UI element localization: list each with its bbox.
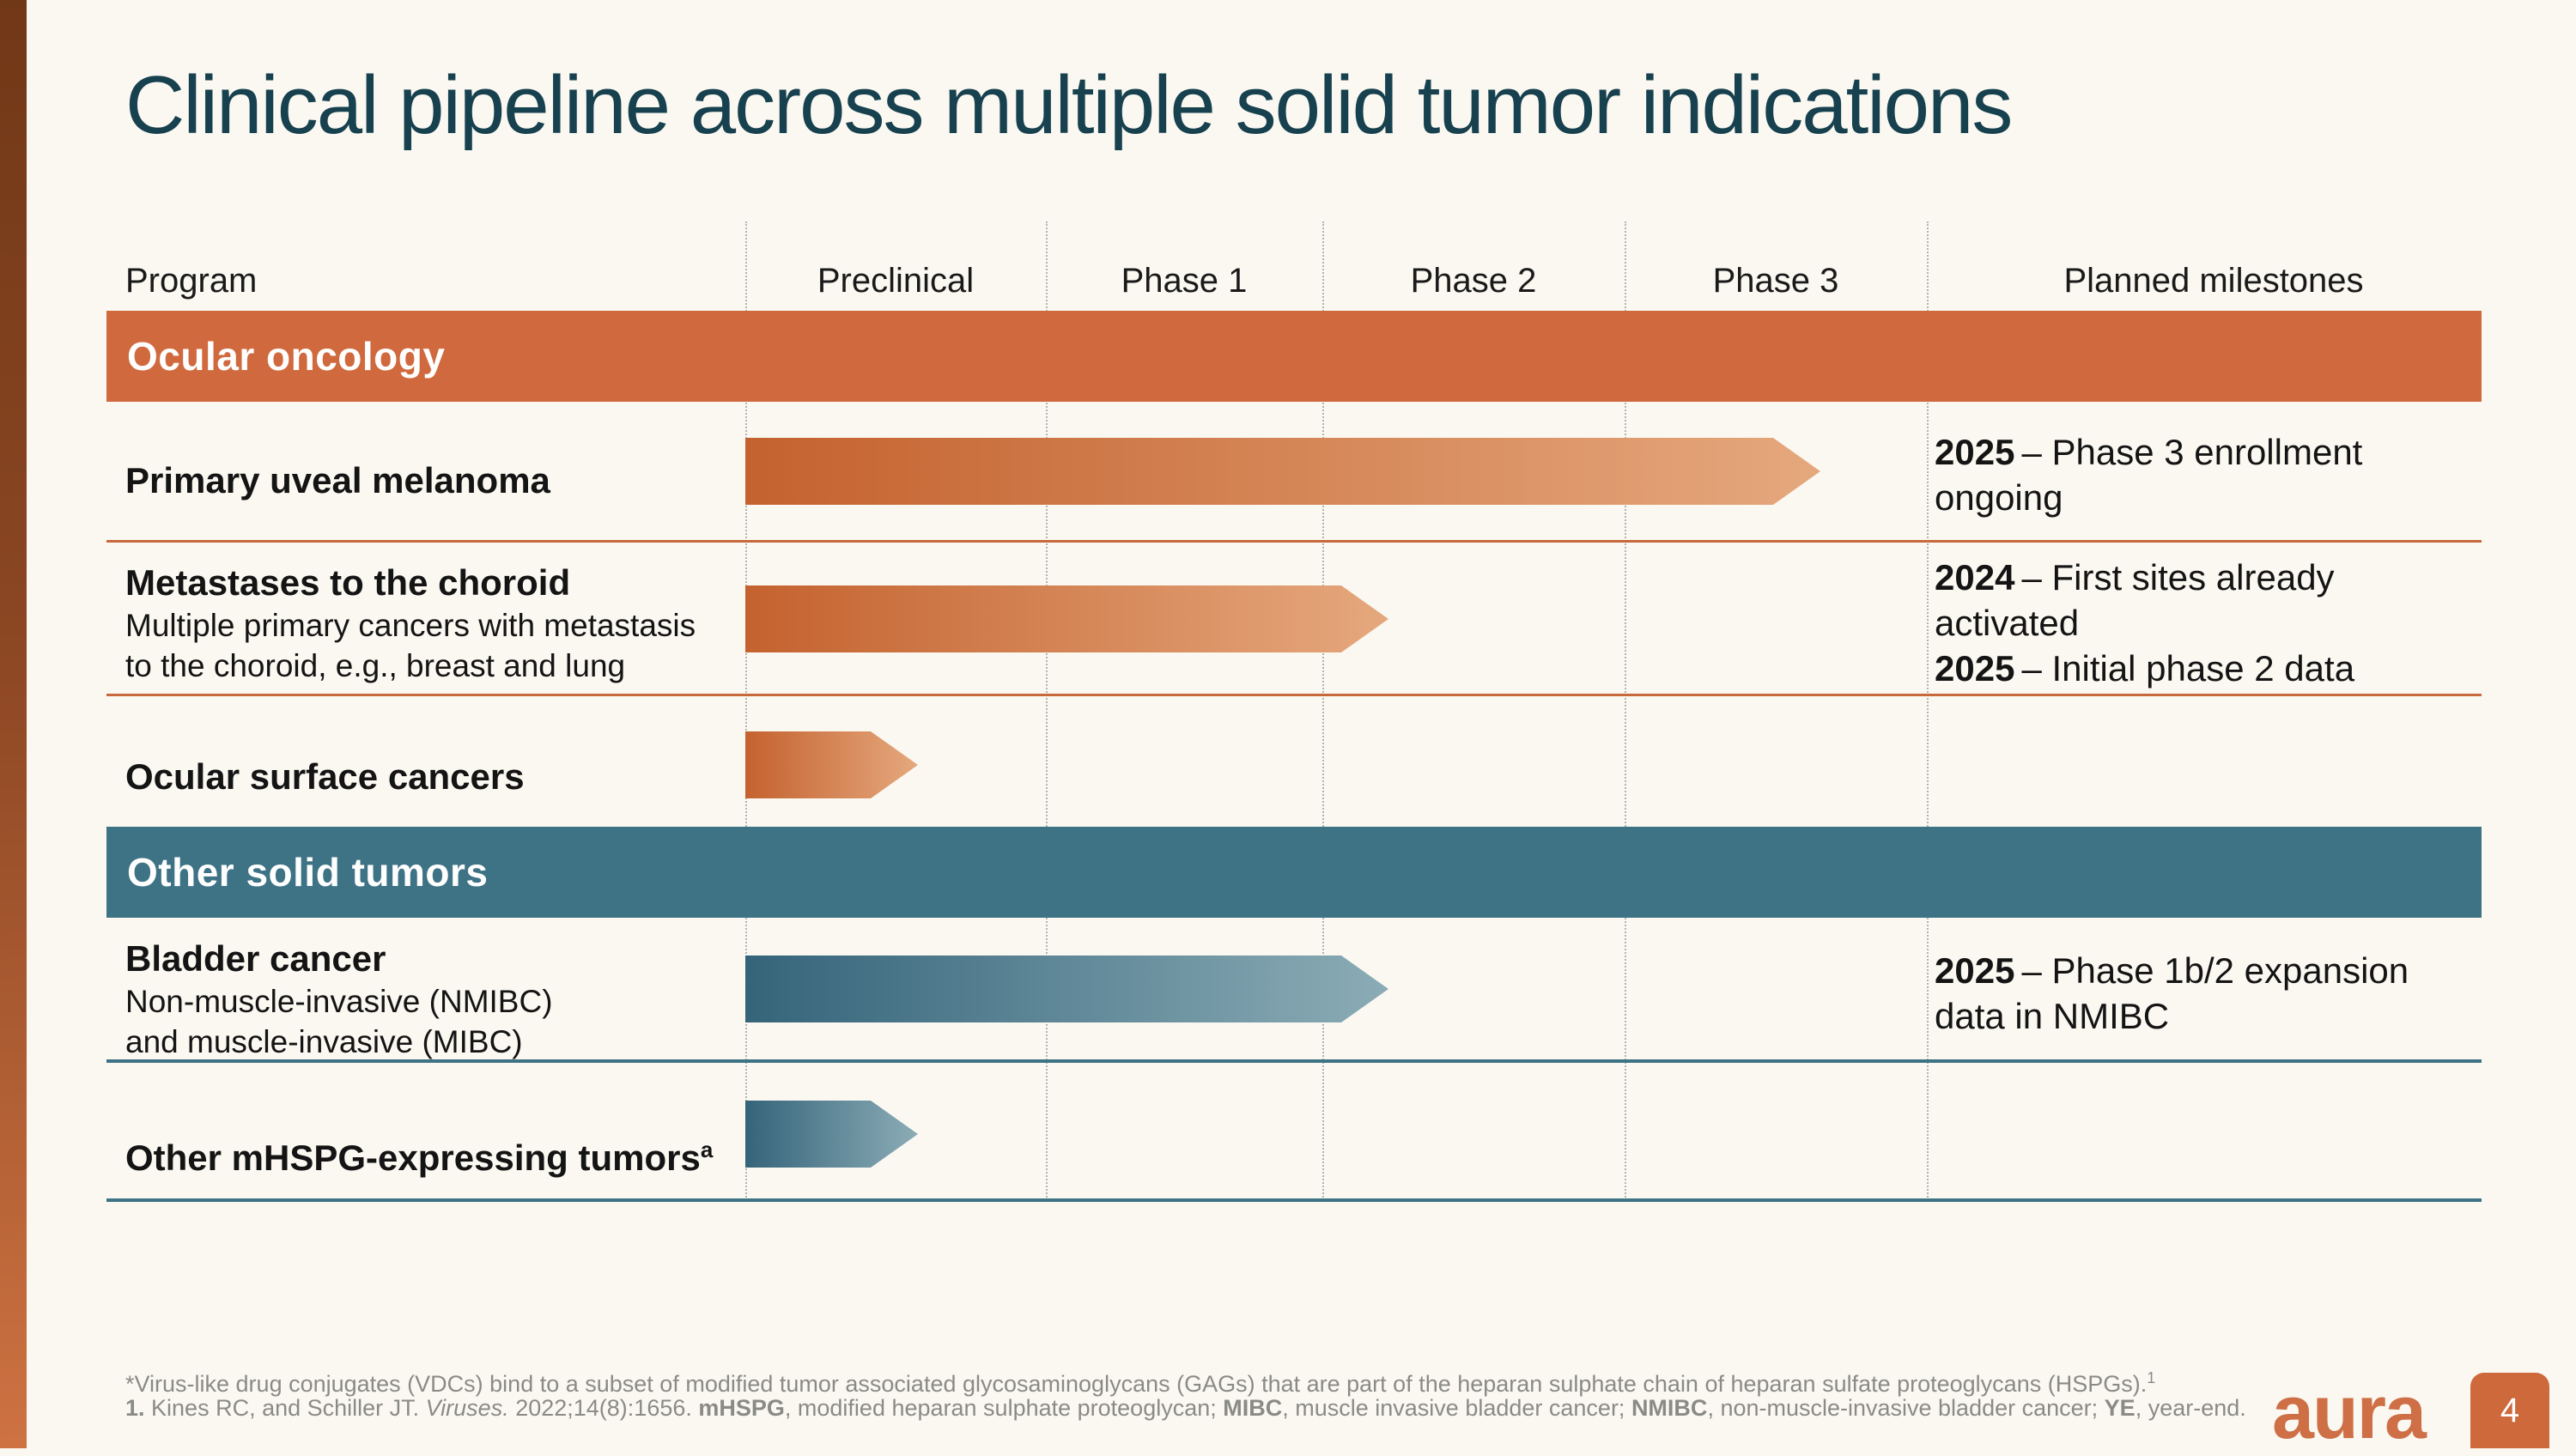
milestone-year: 2025	[1935, 950, 2015, 991]
column-header-planned-milestones: Planned milestones	[2063, 262, 2364, 300]
footnote-segment: , muscle invasive bladder cancer;	[1282, 1395, 1631, 1421]
footnote-segment: Kines RC, and Schiller JT.	[144, 1395, 426, 1421]
milestone-text: – Phase 1b/2 expansion data in NMIBC	[1935, 950, 2409, 1036]
footnote-segment: , year-end.	[2135, 1395, 2246, 1421]
footnote-segment: NMIBC	[1631, 1395, 1708, 1421]
program-subtitle: and muscle-invasive (MIBC)	[125, 1024, 523, 1059]
program-row-metastases-choroid: Metastases to the choroid Multiple prima…	[125, 561, 696, 686]
milestone-metastases-choroid: 2024– First sites already activated 2025…	[1935, 555, 2484, 691]
program-name: Bladder cancer	[125, 938, 386, 979]
footnote-segment: YE	[2104, 1395, 2136, 1421]
milestone-text: – Phase 3 enrollment ongoing	[1935, 432, 2363, 518]
section-label: Ocular oncology	[127, 334, 446, 379]
aura-logo: aura	[2272, 1369, 2427, 1454]
column-header-program: Program	[125, 262, 258, 300]
milestone-text: – First sites already activated	[1935, 557, 2335, 643]
footnote-segment: Viruses.	[425, 1395, 509, 1421]
milestone-year: 2025	[1935, 648, 2015, 689]
footnote-marker: a	[700, 1137, 714, 1162]
footnote-segment: , non-muscle-invasive bladder cancer;	[1707, 1395, 2105, 1421]
page-number: 4	[2500, 1391, 2520, 1429]
program-subtitle: Multiple primary cancers with metastasis	[125, 608, 696, 643]
milestone-year: 2024	[1935, 557, 2015, 598]
pipeline-bar-other-mhspg-tumors	[745, 1101, 918, 1168]
footnote-segment: 1.	[125, 1395, 145, 1421]
footnote-line-1: *Virus-like drug conjugates (VDCs) bind …	[125, 1364, 2155, 1398]
program-row-primary-uveal-melanoma: Primary uveal melanoma	[125, 458, 550, 503]
program-name: Metastases to the choroid	[125, 562, 571, 603]
column-divider-phase2	[1322, 221, 1324, 1200]
row-divider	[106, 540, 2482, 543]
program-subtitle: to the choroid, e.g., breast and lung	[125, 648, 626, 683]
footnote-segment: MIBC	[1223, 1395, 1283, 1421]
program-name: Other mHSPG-expressing tumorsa	[125, 1137, 714, 1178]
pipeline-bar-bladder-cancer	[745, 956, 1388, 1022]
table-bottom-divider	[106, 1198, 2482, 1202]
column-header-phase2: Phase 2	[1410, 262, 1537, 300]
program-row-bladder-cancer: Bladder cancer Non-muscle-invasive (NMIB…	[125, 937, 553, 1062]
pipeline-bar-ocular-surface-cancers	[745, 731, 918, 798]
program-name: Primary uveal melanoma	[125, 460, 550, 500]
milestone-entry: 2024– First sites already activated	[1935, 555, 2484, 646]
section-header-other-solid-tumors: Other solid tumors	[106, 827, 2482, 918]
row-divider	[106, 1059, 2482, 1063]
section-header-ocular-oncology: Ocular oncology	[106, 311, 2482, 402]
column-header-preclinical: Preclinical	[817, 262, 975, 300]
row-divider	[106, 694, 2482, 696]
pipeline-bar-primary-uveal-melanoma	[745, 438, 1820, 505]
column-divider-milestones	[1927, 221, 1929, 1200]
footnote-reference-sup: 1	[2147, 1369, 2156, 1386]
milestone-text: – Initial phase 2 data	[2021, 648, 2355, 689]
page-title: Clinical pipeline across multiple solid …	[125, 59, 2013, 151]
column-divider-phase3	[1625, 221, 1626, 1200]
milestone-primary-uveal-melanoma: 2025– Phase 3 enrollment ongoing	[1935, 429, 2484, 520]
program-name: Ocular surface cancers	[125, 756, 525, 797]
program-row-other-mhspg-tumors: Other mHSPG-expressing tumorsa	[125, 1127, 713, 1180]
footnote-segment: , modified heparan sulphate proteoglycan…	[784, 1395, 1224, 1421]
footnote-line-2: 1. Kines RC, and Schiller JT. Viruses. 2…	[125, 1394, 2246, 1423]
footnote-segment: 2022;14(8):1656.	[508, 1395, 699, 1421]
footnote-segment: mHSPG	[698, 1395, 785, 1421]
section-label: Other solid tumors	[127, 850, 489, 895]
footnote-text: *Virus-like drug conjugates (VDCs) bind …	[125, 1371, 2148, 1397]
program-row-ocular-surface-cancers: Ocular surface cancers	[125, 755, 525, 799]
program-subtitle: Non-muscle-invasive (NMIBC)	[125, 984, 553, 1019]
left-accent-strip	[0, 0, 27, 1448]
pipeline-bar-metastases-choroid	[745, 585, 1388, 652]
column-divider-preclinical	[745, 221, 747, 1200]
milestone-bladder-cancer: 2025– Phase 1b/2 expansion data in NMIBC	[1935, 948, 2484, 1039]
column-header-phase3: Phase 3	[1712, 262, 1839, 300]
column-header-phase1: Phase 1	[1121, 262, 1248, 300]
column-divider-phase1	[1046, 221, 1048, 1200]
milestone-year: 2025	[1935, 432, 2015, 472]
milestone-entry: 2025– Initial phase 2 data	[1935, 646, 2484, 691]
page-number-tab: 4	[2470, 1373, 2549, 1448]
